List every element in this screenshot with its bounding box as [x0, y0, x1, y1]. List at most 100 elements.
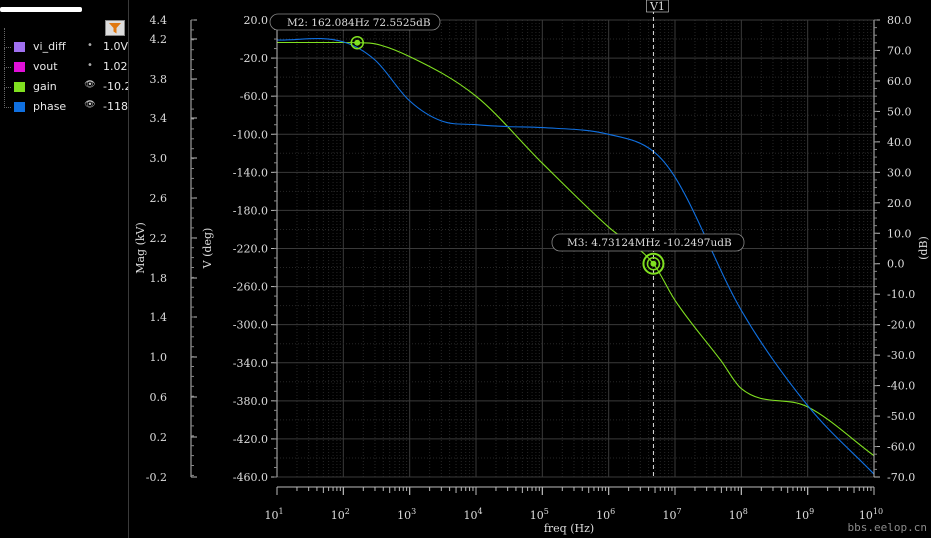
db-tick-label: 40.0 — [887, 136, 912, 149]
deg-tick-label: -260.0 — [233, 281, 268, 294]
db-tick-label: 0.0 — [887, 258, 905, 271]
legend-item-gain[interactable]: gain 👁 -10.2 — [0, 68, 128, 96]
filter-icon — [109, 23, 121, 34]
legend-item-value: -10.2 — [103, 80, 128, 93]
dot-icon[interactable]: • — [87, 60, 93, 71]
mag-tick-label: 3.4 — [150, 112, 168, 125]
m2-marker[interactable] — [350, 35, 364, 50]
deg-tick-label: -180.0 — [233, 204, 268, 217]
db-tick-label: 50.0 — [887, 105, 912, 118]
dot-icon[interactable]: • — [87, 40, 93, 51]
legend-item-value: -118. — [103, 100, 128, 113]
mag-tick-label: 2.6 — [150, 192, 168, 205]
deg-tick-label: -60.0 — [240, 90, 268, 103]
deg-tick-label: -460.0 — [233, 471, 268, 484]
m3-label: M3: 4.73124MHz -10.2497udB — [567, 237, 732, 249]
deg-axis-label: V (deg) — [201, 228, 214, 270]
m3-marker-ring — [646, 256, 661, 271]
v1-tag-box[interactable] — [646, 0, 669, 13]
mag-tick-label: 0.2 — [150, 431, 168, 444]
m2-label: M2: 162.084Hz 72.5525dB — [287, 17, 431, 29]
legend-item-name: gain — [33, 80, 57, 93]
mag-tick-label: 1.8 — [150, 272, 168, 285]
v1-tag[interactable]: V1 — [649, 0, 665, 13]
x-tick-label: 107 — [662, 507, 681, 522]
watermark: bbs.eelop.cn — [847, 521, 927, 534]
mag-tick-label: 1.0 — [150, 351, 168, 364]
deg-tick-label: -380.0 — [233, 395, 268, 408]
deg-tick-label: -140.0 — [233, 166, 268, 179]
plot-area[interactable]: 4.4 4.2 3.8 3.4 3.0 2.6 2.2 1.8 1.4 1.0 0.6 0.2 -0.2… — [129, 0, 931, 538]
db-tick-label: 10.0 — [887, 227, 912, 240]
left-axes: 4.4 4.2 3.8 3.4 3.0 2.6 2.2 1.8 1.4 1.0 0.6 0.2 -0.2… — [134, 14, 278, 484]
deg-tick-label: 20.0 — [244, 14, 269, 27]
legend-item-vi_diff[interactable]: vi_diff • 1.0V — [0, 28, 128, 56]
deg-tick-label: -340.0 — [233, 357, 268, 370]
scroll-handle[interactable] — [0, 7, 82, 12]
deg-tick-label: -220.0 — [233, 243, 268, 256]
mag-tick-label: 1.4 — [150, 311, 168, 324]
x-tick-label: 103 — [397, 507, 416, 522]
db-tick-label: -40.0 — [887, 380, 915, 393]
db-tick-label: -20.0 — [887, 319, 915, 332]
m2-label-box — [269, 13, 441, 31]
mag-tick-label: 4.4 — [150, 14, 168, 27]
db-tick-label: 70.0 — [887, 44, 912, 57]
mag-tick-label: -0.2 — [146, 471, 167, 484]
x-tick-label: 108 — [729, 507, 748, 522]
x-tick-label: 104 — [463, 507, 482, 522]
trace-phase[interactable] — [276, 38, 875, 475]
legend-item-value: 1.0V — [103, 40, 128, 53]
db-tick-label: -70.0 — [887, 471, 915, 484]
deg-tick-label: -420.0 — [233, 433, 268, 446]
legend-item-vout[interactable]: vout • 1.02 — [0, 48, 128, 76]
x-tick-label: 102 — [331, 507, 350, 522]
db-tick-label: -10.0 — [887, 288, 915, 301]
mag-tick-label: 3.8 — [150, 73, 168, 86]
x-axis-label: freq (Hz) — [544, 522, 594, 535]
legend-panel: vi_diff • 1.0V vout • 1.02 gain 👁 -10.2 phase 👁 -11… — [0, 0, 129, 538]
x-tick-label: 105 — [530, 507, 549, 522]
eye-icon[interactable]: 👁 — [84, 80, 96, 90]
mag-axis-label: Mag (kV) — [134, 222, 147, 274]
db-axis-label: (dB) — [917, 236, 930, 260]
legend-item-value: 1.02 — [103, 60, 128, 73]
m3-label-box — [551, 233, 745, 252]
m3-marker-dot — [650, 260, 657, 267]
db-tick-label: -30.0 — [887, 349, 915, 362]
tree-line — [4, 68, 11, 88]
db-tick-label: 80.0 — [887, 14, 912, 27]
legend-item-name: vout — [33, 60, 58, 73]
x-tick-label: 109 — [795, 507, 814, 522]
mag-tick-label: 4.2 — [150, 33, 168, 46]
color-swatch — [14, 102, 25, 112]
deg-tick-label: -100.0 — [233, 128, 268, 141]
color-swatch — [14, 82, 25, 92]
mag-tick-label: 2.2 — [150, 232, 168, 245]
db-tick-label: 20.0 — [887, 197, 912, 210]
deg-tick-label: -300.0 — [233, 319, 268, 332]
markers: V1 M2: 162.084Hz 72.5525dB M3: 4.73124MHz … — [269, 0, 745, 477]
deg-tick-label: -20.0 — [240, 52, 268, 65]
db-tick-label: -60.0 — [887, 441, 915, 454]
mag-tick-label: 3.0 — [150, 152, 168, 165]
db-tick-label: 30.0 — [887, 166, 912, 179]
traces — [276, 38, 875, 475]
m3-marker[interactable] — [642, 252, 665, 275]
db-tick-label: -50.0 — [887, 410, 915, 423]
tree-line — [4, 88, 11, 108]
legend-item-name: phase — [33, 100, 67, 113]
tree-line — [4, 28, 11, 48]
x-tick-label: 101 — [264, 507, 283, 522]
eye-icon[interactable]: 👁 — [84, 100, 96, 110]
mag-tick-label: 0.6 — [150, 391, 168, 404]
x-tick-label: 1010 — [859, 507, 883, 522]
x-axis: 101 102 103 104 105 106 107 108 109 1010 freq (Hz) — [264, 486, 883, 535]
color-swatch — [14, 62, 25, 72]
filter-button[interactable] — [105, 20, 125, 36]
db-tick-label: 60.0 — [887, 75, 912, 88]
legend-item-phase[interactable]: phase 👁 -118. — [0, 88, 128, 116]
x-tick-label: 106 — [596, 507, 615, 522]
color-swatch — [14, 42, 25, 52]
legend-item-name: vi_diff — [33, 40, 66, 53]
